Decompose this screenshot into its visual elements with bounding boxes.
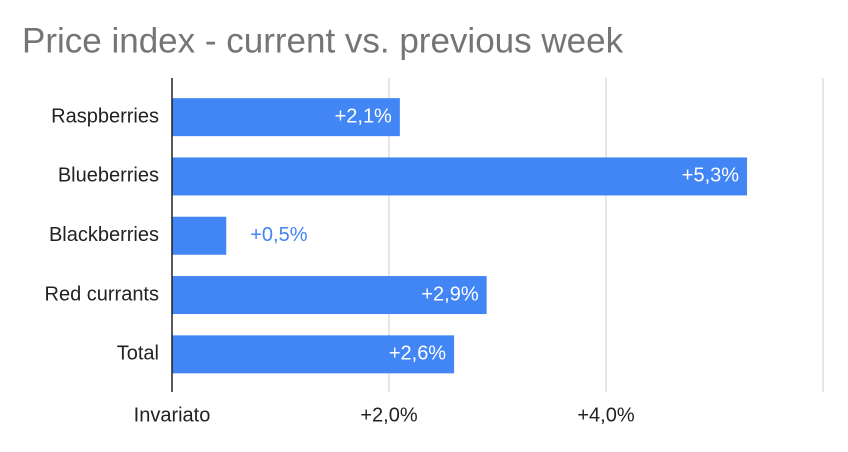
y-tick-label: Blueberries xyxy=(58,165,159,187)
bar xyxy=(172,98,400,137)
bar xyxy=(172,157,748,196)
value-label: +2,1% xyxy=(335,105,392,127)
value-label: +5,3% xyxy=(682,165,739,187)
bar xyxy=(172,216,227,255)
value-label: +2,6% xyxy=(389,343,446,365)
value-label: +2,9% xyxy=(421,283,478,305)
x-tick-label: +2,0% xyxy=(360,404,417,426)
y-tick-label: Blackberries xyxy=(49,224,159,246)
bar xyxy=(172,276,487,315)
x-tick-label: Invariato xyxy=(134,404,211,426)
value-label: +0,5% xyxy=(250,224,307,246)
chart-title: Price index - current vs. previous week xyxy=(22,21,624,60)
y-tick-label: Total xyxy=(117,343,159,365)
y-tick-label: Raspberries xyxy=(51,105,159,127)
bar xyxy=(172,335,455,374)
y-tick-label: Red currants xyxy=(45,283,160,305)
x-tick-label: +4,0% xyxy=(577,404,634,426)
